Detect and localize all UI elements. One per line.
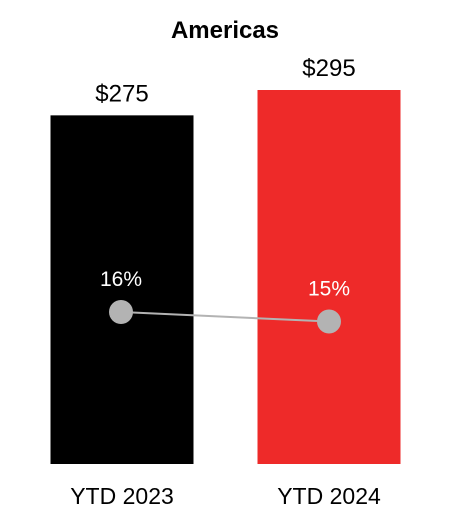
bar-1 [50, 115, 194, 465]
line-point-label-2: 15% [308, 278, 350, 301]
category-label-2: YTD 2024 [277, 483, 381, 509]
line-point-label-1: 16% [100, 268, 142, 291]
bar-2 [257, 90, 401, 464]
line-layer [109, 300, 341, 334]
bar-value-label-1: $275 [95, 80, 148, 107]
bars-layer [50, 90, 401, 465]
line-series [120, 311, 330, 323]
line-point-1 [109, 300, 133, 324]
line-point-2 [317, 309, 341, 334]
bar-value-label-2: $295 [302, 55, 355, 82]
category-label-1: YTD 2023 [70, 483, 174, 509]
labels-layer: $275 YTD 2023 $295 YTD 2024 16% 15% [70, 55, 381, 509]
chart-title: Americas [171, 17, 279, 44]
